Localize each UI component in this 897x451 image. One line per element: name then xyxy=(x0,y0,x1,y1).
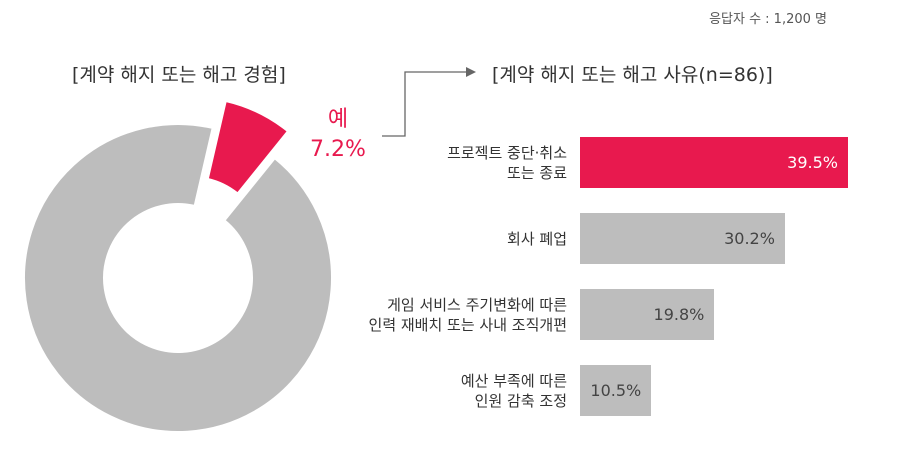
callout-value: 7.2% xyxy=(310,137,366,162)
donut-callout: 예 7.2% xyxy=(300,105,376,165)
bar xyxy=(580,213,785,264)
bar xyxy=(580,365,652,416)
bar-value-label: 19.8% xyxy=(653,305,705,324)
callout-arrow xyxy=(382,71,468,137)
bar-category-label: 회사 폐업 xyxy=(507,229,567,248)
bar-value-label: 39.5% xyxy=(787,153,838,172)
donut-chart-title: [계약 해지 또는 해고 경험] xyxy=(72,64,286,86)
callout-arrow-head xyxy=(466,67,476,77)
callout-label: 예 xyxy=(327,107,349,132)
bar-value-label: 30.2% xyxy=(724,229,775,248)
bar xyxy=(580,137,848,188)
respondent-count: 응답자 수 : 1,200 명 xyxy=(709,12,827,27)
bar-category-label: 프로젝트 중단·취소 또는 종료 xyxy=(447,143,567,182)
donut-slice-1 xyxy=(23,123,333,433)
bar-value-label: 10.5% xyxy=(590,381,642,400)
bar xyxy=(580,289,715,340)
bar-category-label: 예산 부족에 따른 인원 감축 조정 xyxy=(460,371,567,410)
donut-slice-0 xyxy=(206,99,290,195)
bar-category-label: 게임 서비스 주기변화에 따른 인력 재배치 또는 사내 조직개편 xyxy=(368,295,567,334)
bar-chart-title: [계약 해지 또는 해고 사유(n=86)] xyxy=(492,64,773,86)
